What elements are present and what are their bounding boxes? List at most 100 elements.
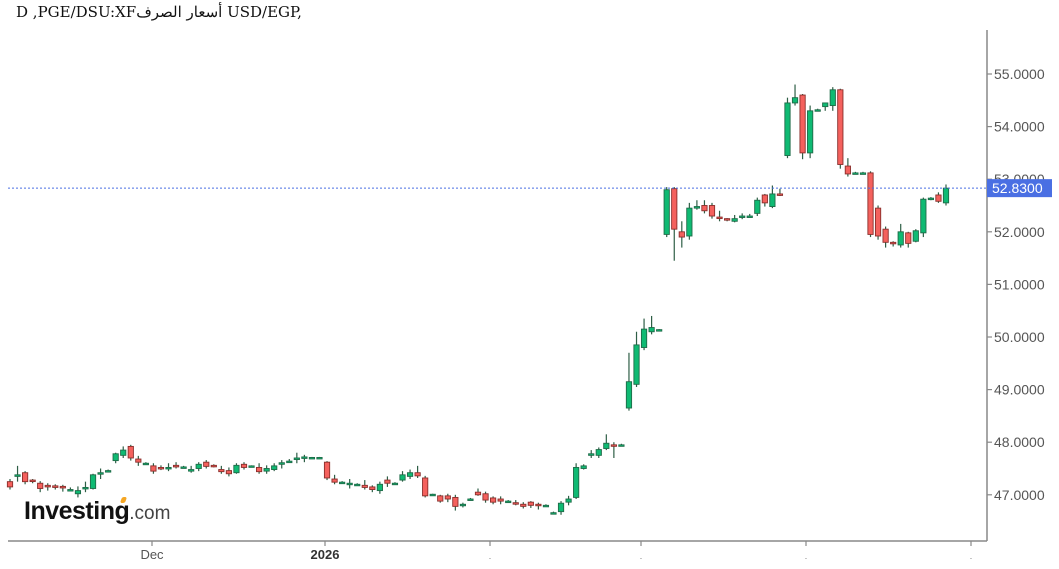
y-tick-label: 49.0000 [994, 382, 1045, 398]
candle [240, 462, 248, 470]
candle [633, 331, 640, 387]
candle [105, 469, 112, 473]
candle [474, 488, 482, 496]
current-price-tag: 52.8300 [987, 179, 1052, 198]
candle [716, 210, 723, 222]
candle [120, 446, 127, 458]
candle [82, 481, 89, 493]
candle [354, 483, 361, 487]
candle [414, 465, 421, 478]
candle [399, 471, 406, 482]
candle [331, 474, 338, 485]
y-tick-label: 54.0000 [994, 119, 1045, 135]
candle [346, 479, 353, 489]
candle [459, 502, 466, 508]
candle [897, 223, 904, 248]
candle [867, 171, 874, 238]
candle [890, 241, 897, 247]
candle [874, 205, 882, 240]
candle [739, 213, 746, 220]
candle [286, 459, 293, 464]
y-tick-label: 52.0000 [994, 224, 1045, 240]
candle [640, 318, 648, 351]
candle [490, 496, 497, 505]
x-tick-label: . [489, 552, 491, 561]
x-tick-label: Dec [140, 547, 164, 562]
candle [520, 502, 527, 509]
candle [339, 481, 346, 485]
candle [180, 465, 187, 469]
candle [37, 481, 44, 493]
candle [814, 108, 821, 112]
candle [74, 486, 82, 498]
x-tick-label: 2026 [311, 547, 340, 562]
candle [361, 480, 368, 490]
candle [369, 485, 376, 493]
candles-layer [6, 84, 950, 515]
candle [142, 462, 149, 466]
investing-logo: Investing.com [24, 497, 170, 526]
y-tick-label: 50.0000 [994, 329, 1045, 345]
candle [505, 500, 512, 504]
candle [671, 187, 678, 261]
candle [610, 442, 617, 458]
candle [701, 200, 708, 214]
chart-title: D ,PGE/DSU:XFأسعار الصرف USD/EGP, [16, 3, 302, 21]
candle [44, 483, 51, 491]
y-tick-label: 55.0000 [994, 66, 1045, 82]
candle [482, 491, 489, 503]
x-tick-label: . [970, 552, 972, 561]
candle [323, 461, 331, 481]
candle [686, 202, 693, 240]
candle [172, 462, 180, 469]
candle [127, 444, 134, 461]
candle [188, 465, 195, 473]
candle [22, 471, 29, 485]
candle [724, 218, 731, 222]
candle [799, 93, 806, 160]
candle [89, 473, 97, 490]
candle [791, 84, 799, 106]
candle [391, 482, 399, 486]
candle [437, 494, 444, 503]
candle [837, 88, 844, 169]
candle [452, 494, 459, 511]
candle [210, 464, 217, 468]
candle [761, 193, 768, 207]
candle [769, 185, 776, 209]
candle [905, 231, 912, 248]
candle [14, 465, 21, 482]
candle [678, 221, 685, 248]
candle [278, 460, 285, 469]
candle [406, 469, 414, 480]
candle [444, 493, 451, 503]
candle [859, 171, 867, 175]
x-tick-label: . [805, 552, 807, 561]
candle [542, 504, 550, 508]
y-tick-label: 48.0000 [994, 434, 1045, 450]
price-tag-bg [987, 179, 1052, 198]
candle [625, 352, 633, 411]
candle [376, 481, 383, 494]
candle [308, 456, 316, 460]
candle [829, 87, 836, 111]
candle [588, 450, 595, 458]
x-axis-ticks: Dec 2026.... [140, 541, 972, 562]
candle [59, 484, 66, 492]
candle [467, 497, 474, 501]
y-tick-label: 51.0000 [994, 276, 1045, 292]
candle [384, 476, 391, 487]
candle [648, 315, 655, 335]
candle [618, 443, 625, 447]
candle [656, 329, 663, 332]
candle [165, 463, 172, 472]
candle [293, 452, 300, 464]
candle [942, 184, 950, 206]
candle [271, 463, 278, 472]
candle [497, 496, 504, 505]
candle [708, 202, 716, 219]
candle [882, 226, 889, 248]
candle [565, 495, 572, 506]
candle [233, 463, 240, 474]
